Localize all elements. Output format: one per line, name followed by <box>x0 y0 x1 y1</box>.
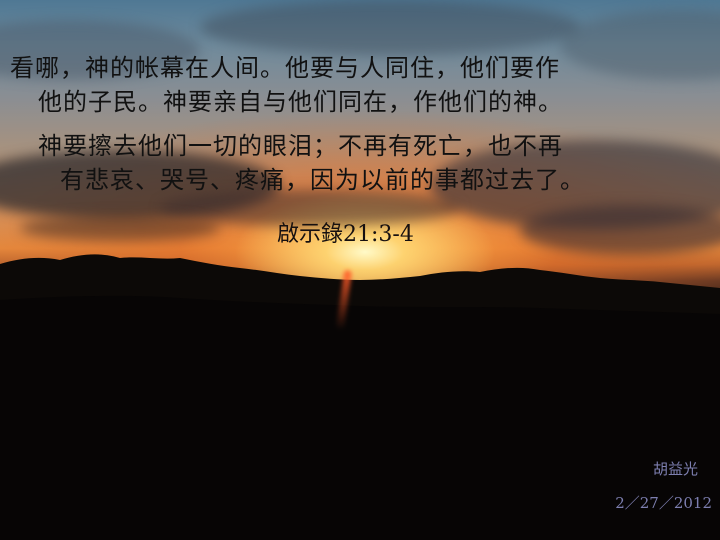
author-signature: 胡益光 <box>652 460 698 478</box>
verse-line: 神要擦去他们一切的眼泪；不再有死亡，也不再 <box>38 132 563 160</box>
cloud <box>560 10 720 80</box>
verse-line: 看哪，神的帐幕在人间。他要与人同住，他们要作 <box>10 54 560 82</box>
verse-line: 有悲哀、哭号、疼痛，因为以前的事都过去了。 <box>60 166 585 194</box>
cloud <box>0 20 200 80</box>
cloud <box>200 0 580 55</box>
cloud <box>20 215 220 241</box>
verse-line: 他的子民。神要亲自与他们同在，作他们的神。 <box>38 88 563 116</box>
hill-silhouette <box>0 254 720 540</box>
cloud <box>520 205 720 255</box>
verse-reference: 啟示錄21:3-4 <box>277 222 414 247</box>
date-label: 2／27／2012 <box>615 494 712 512</box>
cloud <box>160 190 460 226</box>
